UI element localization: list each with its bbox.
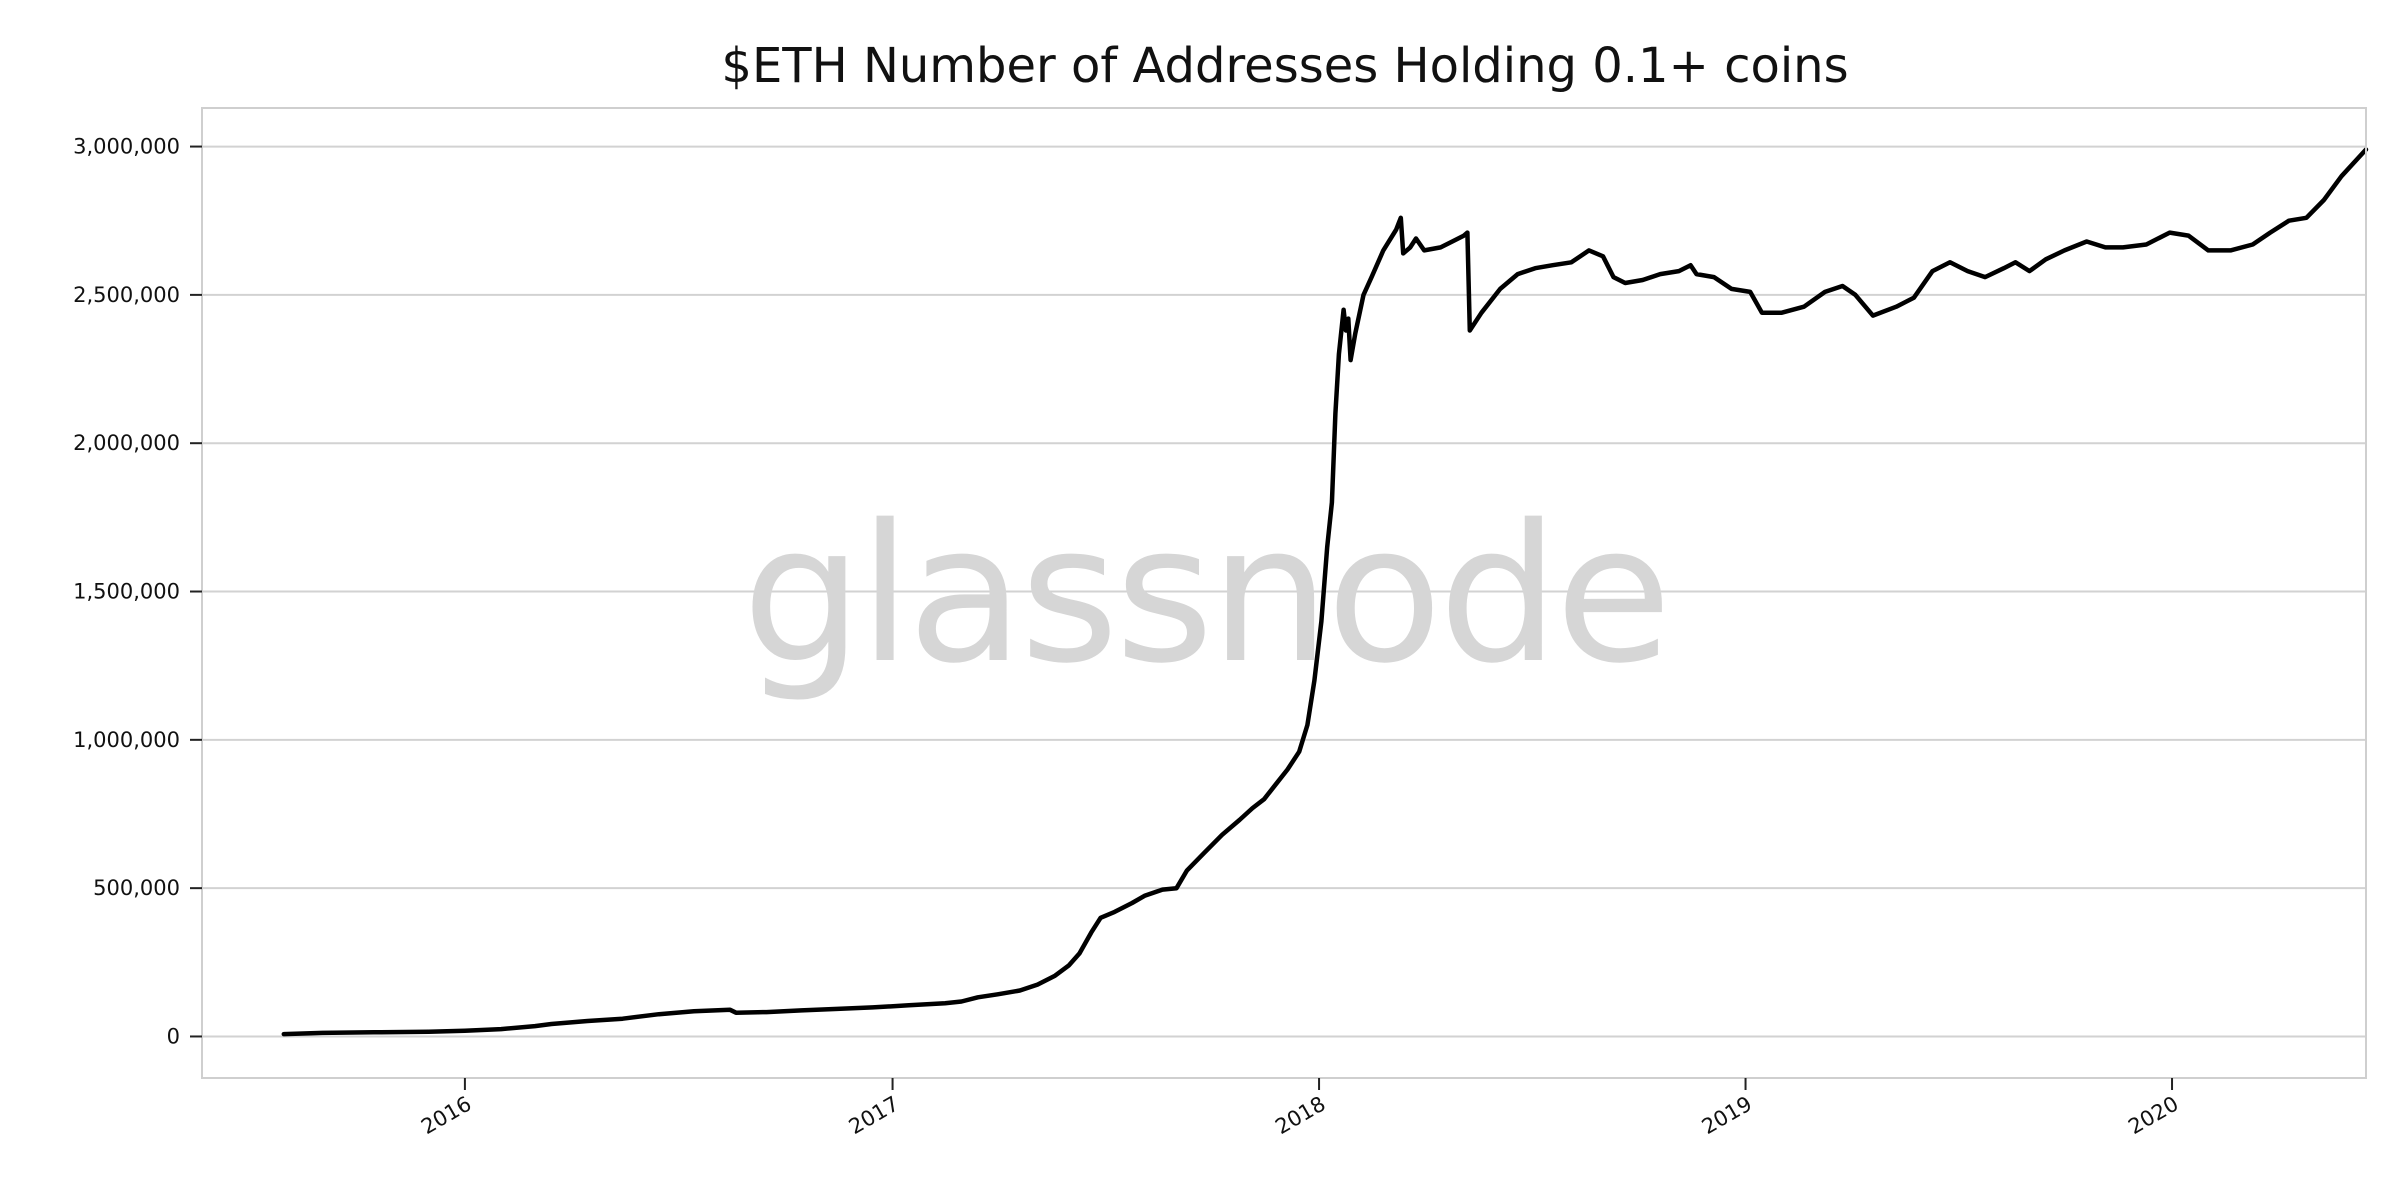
y-axis: 0 500,000 1,000,000 1,500,000 2,000,000 2,500… — [73, 135, 202, 1048]
x-tick-label-3: 2019 — [1698, 1092, 1756, 1140]
x-tick-label-0: 2016 — [417, 1092, 475, 1140]
y-tick-label-2: 1,000,000 — [73, 728, 180, 752]
y-tick-label-3: 1,500,000 — [73, 580, 180, 604]
x-tick-label-2: 2018 — [1271, 1092, 1329, 1140]
gridlines — [202, 145, 2366, 1038]
x-tick-label-1: 2017 — [845, 1092, 903, 1140]
y-tick-label-6: 3,000,000 — [73, 135, 180, 159]
y-tick-label-1: 500,000 — [93, 876, 180, 900]
x-tick-label-4: 2020 — [2124, 1092, 2182, 1140]
series-line-0 — [281, 147, 2369, 1037]
plot-frame — [201, 107, 2367, 1079]
y-tick-label-4: 2,000,000 — [73, 431, 180, 455]
series-group — [281, 147, 2369, 1037]
chart-title: $ETH Number of Addresses Holding 0.1+ co… — [721, 38, 1848, 94]
glassnode-watermark: glassnode — [742, 484, 1668, 705]
x-axis: 2016 2017 2018 2019 2020 — [417, 1078, 2183, 1140]
y-tick-label-5: 2,500,000 — [73, 283, 180, 307]
y-tick-label-0: 0 — [167, 1024, 180, 1048]
